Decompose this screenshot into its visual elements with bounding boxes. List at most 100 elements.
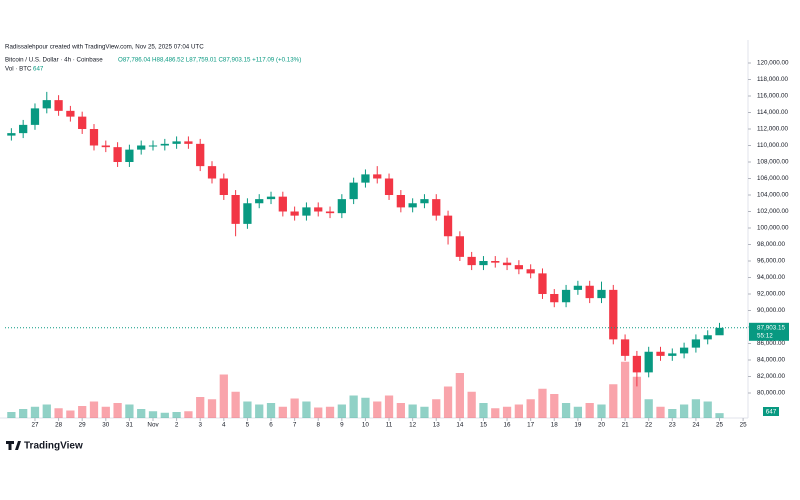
candle-body xyxy=(491,261,500,263)
volume-bar xyxy=(184,411,193,418)
x-tick-label: 6 xyxy=(269,422,273,429)
candle-body xyxy=(432,199,441,216)
candle-body xyxy=(668,353,677,356)
candle-body xyxy=(219,178,228,196)
candle-body xyxy=(325,211,335,214)
volume-bar xyxy=(396,403,405,418)
volume-bar xyxy=(715,413,724,418)
volume-bar xyxy=(196,397,205,418)
candle-body xyxy=(502,262,512,266)
candle-body xyxy=(89,129,99,146)
volume-bar xyxy=(19,409,28,418)
volume-bar xyxy=(66,410,75,418)
volume-bar xyxy=(337,404,346,418)
x-tick-label: 5 xyxy=(246,422,250,429)
y-tick-label: 94,000.00 xyxy=(757,274,786,281)
volume-bar xyxy=(78,406,87,418)
last-price-label: 87,903.15 xyxy=(757,324,786,331)
y-tick-label: 96,000.00 xyxy=(757,258,786,265)
volume-bar xyxy=(30,406,40,418)
volume-bar xyxy=(550,394,559,418)
candle-body xyxy=(196,143,205,167)
candle-body xyxy=(148,145,158,147)
y-tick-label: 116,000.00 xyxy=(757,93,789,100)
candle-body xyxy=(172,141,181,144)
volume-bar xyxy=(644,399,653,418)
credit: Radissalehpour created with TradingView.… xyxy=(5,44,204,51)
volume-bar xyxy=(373,401,382,418)
y-tick-label: 118,000.00 xyxy=(757,76,789,83)
x-tick-label: Nov xyxy=(147,422,159,429)
volume-bar xyxy=(278,406,287,418)
y-tick-label: 102,000.00 xyxy=(757,208,789,215)
volume-bar xyxy=(137,409,146,418)
candle-body xyxy=(514,265,523,270)
candle-body xyxy=(30,108,40,125)
volume-bar xyxy=(585,403,594,418)
x-tick-label: 19 xyxy=(574,422,582,429)
volume-bar xyxy=(266,403,276,418)
x-tick-label: 7 xyxy=(293,422,297,429)
candle-body xyxy=(266,196,276,200)
candle-body xyxy=(443,215,453,237)
candle-body xyxy=(349,182,358,200)
y-tick-label: 108,000.00 xyxy=(757,159,789,166)
x-tick-label: 3 xyxy=(198,422,202,429)
volume-bar xyxy=(526,399,535,418)
candle-body xyxy=(384,178,394,196)
volume-bar xyxy=(432,399,441,418)
candle-body xyxy=(455,236,464,257)
candle-body xyxy=(644,351,653,373)
candle-body xyxy=(573,285,583,290)
volume-bar xyxy=(361,397,370,418)
x-tick-label: 23 xyxy=(669,422,677,429)
candle-body xyxy=(467,256,476,266)
volume-bar xyxy=(620,361,630,418)
candle-body xyxy=(7,133,16,136)
candle-body xyxy=(585,285,594,299)
candle-body xyxy=(278,196,287,212)
volume-bar xyxy=(314,407,323,418)
x-tick-label: 20 xyxy=(598,422,606,429)
y-tick-label: 104,000.00 xyxy=(757,192,789,199)
volume-bar xyxy=(384,395,394,418)
volume-bar xyxy=(89,401,99,418)
volume-bar xyxy=(479,403,488,418)
volume-bar xyxy=(703,401,712,418)
candle-body xyxy=(679,347,689,354)
candle-body xyxy=(538,273,547,295)
y-tick-label: 90,000.00 xyxy=(757,307,786,314)
y-tick-label: 84,000.00 xyxy=(757,357,786,364)
volume-bar xyxy=(609,384,618,418)
volume-bar xyxy=(455,373,464,418)
y-tick-label: 80,000.00 xyxy=(757,390,786,397)
volume-bar xyxy=(325,406,335,418)
candle-body xyxy=(314,207,323,212)
x-tick-label: 25 xyxy=(740,422,748,429)
volume-bar xyxy=(491,408,500,418)
volume-bar xyxy=(668,409,677,418)
candle-body xyxy=(373,174,382,179)
volume-bar xyxy=(7,412,16,418)
logo-icon xyxy=(6,441,21,450)
volume-bar xyxy=(54,408,63,418)
volume-bar xyxy=(573,406,583,418)
x-tick-label: 31 xyxy=(126,422,134,429)
x-tick-label: 24 xyxy=(692,422,700,429)
volume-bar xyxy=(219,374,228,418)
x-tick-label: 16 xyxy=(504,422,512,429)
candle-body xyxy=(609,289,618,340)
candle-body xyxy=(184,141,193,144)
volume-badge xyxy=(763,407,779,416)
x-tick-label: 25 xyxy=(716,422,724,429)
volume-value: 647 xyxy=(33,66,44,73)
volume-bar xyxy=(632,376,642,418)
y-tick-label: 100,000.00 xyxy=(757,225,789,232)
volume-bar xyxy=(561,403,571,418)
candle-body xyxy=(337,199,346,214)
candle-body xyxy=(19,124,28,134)
y-tick-label: 114,000.00 xyxy=(757,109,789,116)
symbol: Bitcoin / U.S. Dollar · 4h · Coinbase xyxy=(5,57,103,64)
x-tick-label: 15 xyxy=(480,422,488,429)
